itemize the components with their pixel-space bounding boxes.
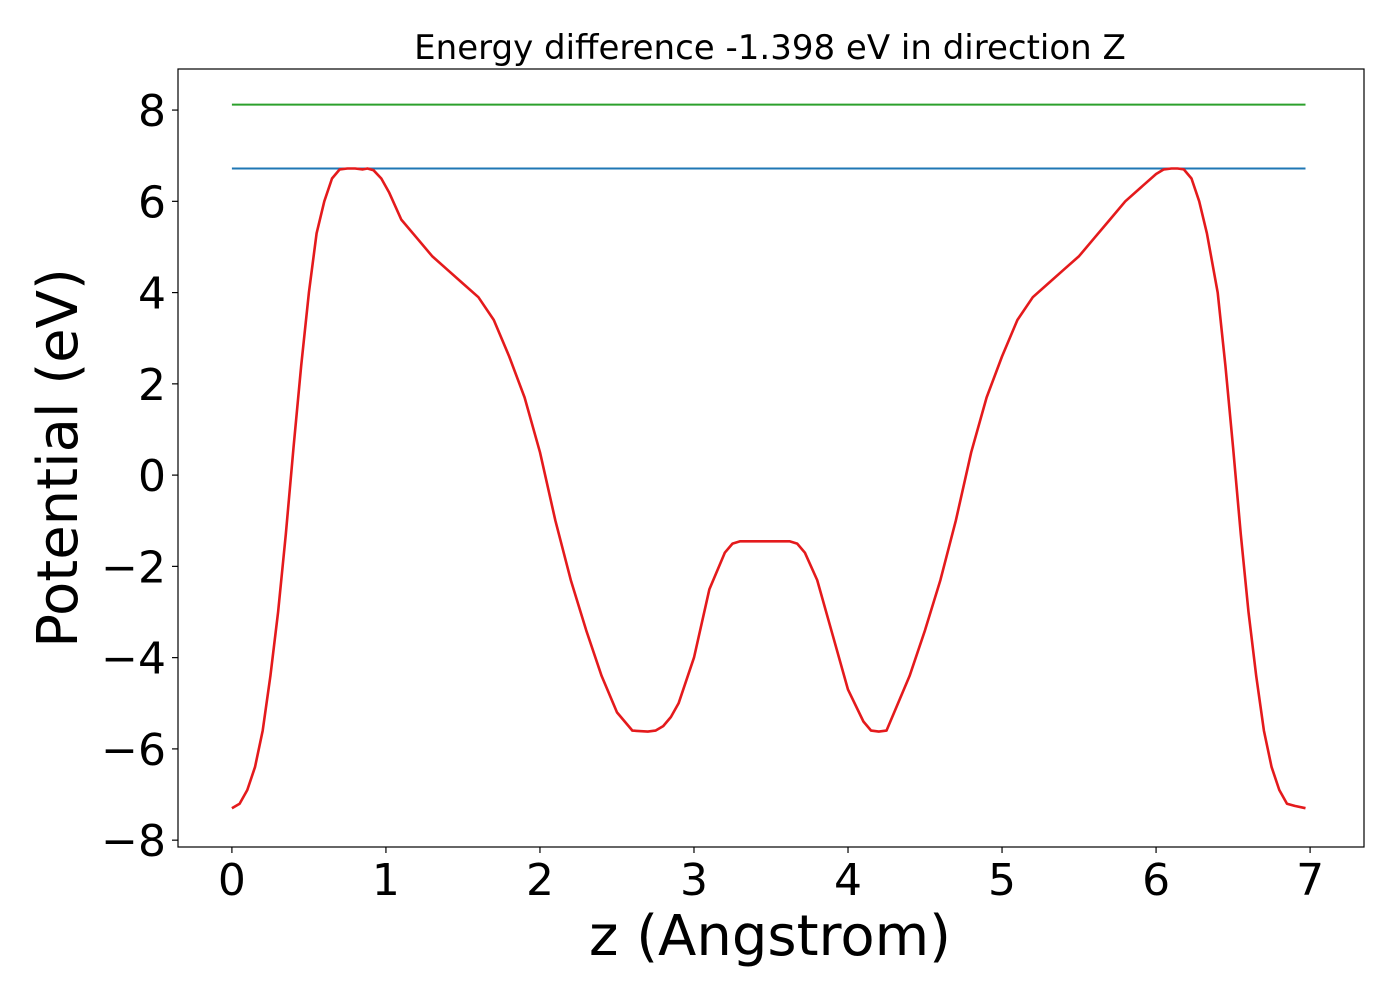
y-tick-label: −2	[101, 542, 166, 593]
y-axis-ticks: −8 −6 −4 −2 0 2 4 6 8	[101, 86, 178, 867]
x-tick-label: 0	[218, 855, 246, 906]
y-tick-label: 0	[138, 451, 166, 502]
series-line-3	[231, 167, 1306, 810]
x-tick-label: 7	[1296, 855, 1324, 906]
y-tick-label: −6	[101, 725, 166, 776]
y-tick-label: −4	[101, 634, 166, 685]
x-tick-label: 3	[680, 855, 708, 906]
chart-title: Energy difference -1.398 eV in direction…	[414, 28, 1126, 68]
x-tick-label: 6	[1142, 855, 1170, 906]
y-tick-label: −8	[101, 816, 166, 867]
plot-frame	[177, 68, 1365, 848]
y-tick-label: 2	[138, 360, 166, 411]
y-tick-label: 4	[138, 269, 166, 320]
plot-lines	[231, 103, 1306, 810]
x-tick-label: 4	[834, 855, 862, 906]
x-axis-label: z (Angstrom)	[589, 904, 951, 969]
y-tick-label: 8	[138, 86, 166, 137]
x-axis-ticks: 0 1 2 3 4 5 6 7	[218, 847, 1324, 906]
y-axis-label: Potential (eV)	[26, 268, 91, 648]
y-tick-label: 6	[138, 177, 166, 228]
x-tick-label: 1	[372, 855, 400, 906]
x-tick-label: 5	[988, 855, 1016, 906]
x-tick-label: 2	[526, 855, 554, 906]
